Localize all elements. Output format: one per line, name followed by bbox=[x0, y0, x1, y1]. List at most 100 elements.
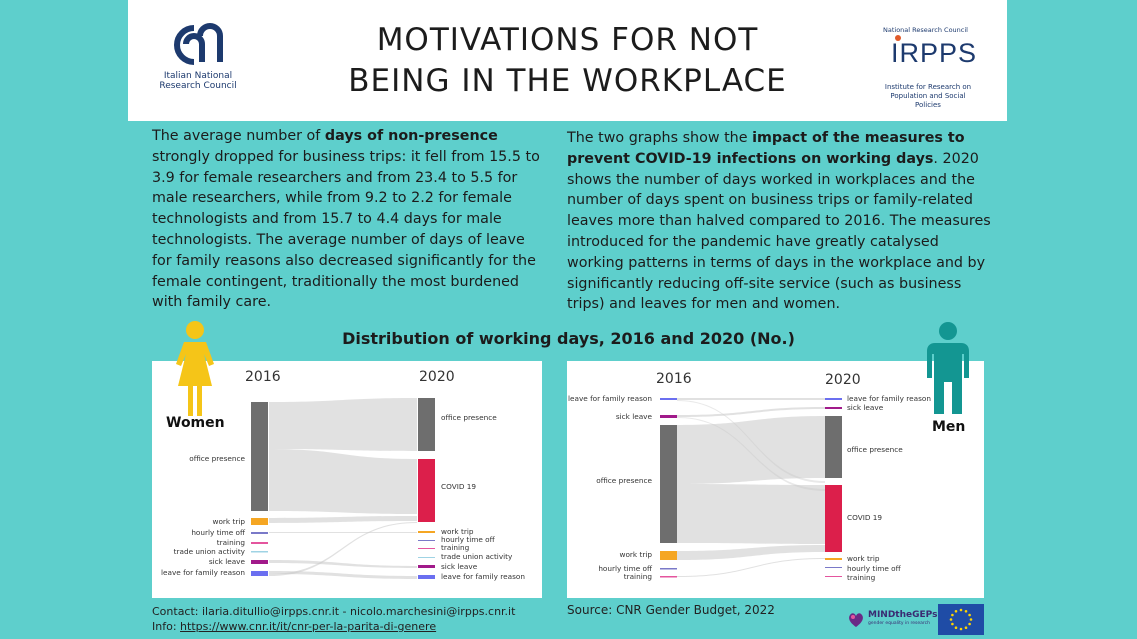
women-right-label-0: office presence bbox=[441, 413, 497, 422]
women-node-left-office bbox=[251, 402, 268, 511]
women-node-left-sick bbox=[251, 560, 268, 564]
men-node-right-training bbox=[825, 576, 842, 577]
men-node-right-hourly bbox=[825, 567, 842, 568]
men-right-label-5: hourly time off bbox=[847, 564, 902, 573]
men-left-label-4: hourly time off bbox=[598, 564, 653, 573]
women-year-left: 2016 bbox=[245, 369, 281, 385]
women-right-label-5: trade union activity bbox=[441, 552, 513, 561]
men-node-right-covid bbox=[825, 485, 842, 552]
irpps-logo: IRPPS bbox=[891, 38, 978, 68]
women-node-right-family bbox=[418, 575, 435, 579]
men-left-label-3: work trip bbox=[620, 550, 653, 559]
men-left-label-1: sick leave bbox=[616, 412, 653, 421]
women-year-right: 2020 bbox=[419, 369, 455, 385]
women-left-label-6: leave for family reason bbox=[161, 568, 245, 577]
men-right-label-6: training bbox=[847, 573, 875, 582]
women-left-label-4: trade union activity bbox=[174, 547, 246, 556]
women-right-label-3: hourly time off bbox=[441, 535, 496, 544]
women-right-label-1: COVID 19 bbox=[441, 482, 476, 491]
women-right-label-6: sick leave bbox=[441, 562, 478, 571]
left-paragraph: The average number of days of non-presen… bbox=[152, 128, 540, 311]
men-node-left-office bbox=[660, 425, 677, 543]
irpps-name: Institute for Research on Population and… bbox=[884, 83, 972, 109]
men-left-label-0: leave for family reason bbox=[568, 394, 652, 403]
women-left-label-5: sick leave bbox=[209, 557, 246, 566]
eu-flag-icon bbox=[938, 604, 984, 635]
men-node-left-worktrip bbox=[660, 551, 677, 560]
women-sankey-panel: 2016 2020 office presence work trip hour… bbox=[152, 361, 542, 598]
mindthegeps-subtitle: gender equality in research bbox=[868, 621, 930, 626]
flow-small bbox=[269, 532, 417, 533]
men-node-left-family bbox=[660, 398, 677, 400]
men-year-left: 2016 bbox=[656, 371, 692, 387]
women-left-label-2: hourly time off bbox=[191, 528, 246, 537]
women-right-label-4: training bbox=[441, 543, 469, 552]
footer-contact: Contact: ilaria.ditullio@irpps.cnr.it - … bbox=[152, 604, 515, 634]
flow-worktrip-covid bbox=[269, 516, 417, 523]
flow-training bbox=[677, 558, 825, 577]
header-banner: Italian National Research Council MOTIVA… bbox=[128, 0, 1007, 121]
men-left-label-2: office presence bbox=[596, 476, 652, 485]
men-label: Men bbox=[932, 419, 966, 435]
flow-family-covid bbox=[269, 522, 417, 576]
men-left-label-5: training bbox=[624, 572, 652, 581]
flow-sick bbox=[269, 560, 417, 568]
distribution-title: Distribution of working days, 2016 and 2… bbox=[342, 329, 795, 348]
men-right-label-0: leave for family reason bbox=[847, 394, 931, 403]
men-sankey: 2016 2020 leave for family reason sick l… bbox=[568, 371, 931, 582]
men-flows bbox=[677, 398, 825, 577]
men-node-left-training bbox=[660, 576, 677, 578]
women-right-label-7: leave for family reason bbox=[441, 572, 525, 581]
flow-office-covid bbox=[677, 484, 825, 544]
men-node-right-office bbox=[825, 416, 842, 478]
women-node-left-training bbox=[251, 542, 268, 544]
irpps-top-label: National Research Council bbox=[883, 26, 968, 34]
source-text: Source: CNR Gender Budget, 2022 bbox=[567, 603, 775, 617]
men-right-label-2: office presence bbox=[847, 445, 903, 454]
irpps-dot-icon bbox=[895, 35, 901, 41]
women-node-left-union bbox=[251, 551, 268, 553]
men-sankey-panel: 2016 2020 leave for family reason sick l… bbox=[567, 361, 984, 598]
women-node-right-covid bbox=[418, 459, 435, 522]
women-label: Women bbox=[166, 415, 225, 431]
women-left-label-3: training bbox=[217, 538, 245, 547]
right-paragraph: The two graphs show the impact of the me… bbox=[567, 130, 991, 313]
men-node-left-sick bbox=[660, 415, 677, 418]
women-node-right-sick bbox=[418, 565, 435, 568]
mindthegeps-logo: MINDtheGEPs bbox=[868, 610, 938, 620]
women-node-left-family bbox=[251, 571, 268, 576]
contact-line: Contact: ilaria.ditullio@irpps.cnr.it - … bbox=[152, 605, 516, 618]
flow-office-office bbox=[269, 398, 417, 451]
flow-family bbox=[269, 571, 417, 579]
woman-figure-icon bbox=[176, 321, 214, 416]
men-right-label-3: COVID 19 bbox=[847, 513, 882, 522]
women-sankey: 2016 2020 office presence work trip hour… bbox=[161, 369, 525, 581]
women-right-label-2: work trip bbox=[441, 527, 474, 536]
men-node-right-worktrip bbox=[825, 558, 842, 560]
women-node-right-worktrip bbox=[418, 531, 435, 533]
flow-office-covid bbox=[269, 449, 417, 514]
mindthegeps-logo-icon bbox=[849, 613, 863, 627]
flow-sick-sick bbox=[677, 407, 825, 417]
flow-office-office bbox=[677, 416, 825, 484]
flow-worktrip-covid bbox=[677, 545, 825, 560]
flow-family-family bbox=[677, 398, 825, 400]
women-flows bbox=[269, 398, 417, 579]
women-node-right-training bbox=[418, 548, 435, 549]
info-line: Info: https://www.cnr.it/it/cnr-per-la-p… bbox=[152, 620, 437, 633]
info-link[interactable]: https://www.cnr.it/it/cnr-per-la-parita-… bbox=[180, 620, 437, 633]
cnr-logo-icon bbox=[174, 23, 223, 65]
women-left-label-1: work trip bbox=[213, 517, 246, 526]
cnr-name: Italian National Research Council bbox=[159, 71, 237, 91]
men-node-left-hourly bbox=[660, 568, 677, 570]
men-node-right-sick bbox=[825, 407, 842, 409]
men-right-label-1: sick leave bbox=[847, 403, 884, 412]
women-left-label-0: office presence bbox=[189, 454, 245, 463]
page-title: MOTIVATIONS FOR NOT BEING IN THE WORKPLA… bbox=[348, 22, 787, 99]
men-year-right: 2020 bbox=[825, 372, 861, 388]
man-figure-icon bbox=[927, 322, 969, 414]
women-node-right-hourly bbox=[418, 540, 435, 541]
women-node-right-union bbox=[418, 557, 435, 558]
women-node-left-worktrip bbox=[251, 518, 268, 525]
women-node-left-hourly bbox=[251, 532, 268, 534]
